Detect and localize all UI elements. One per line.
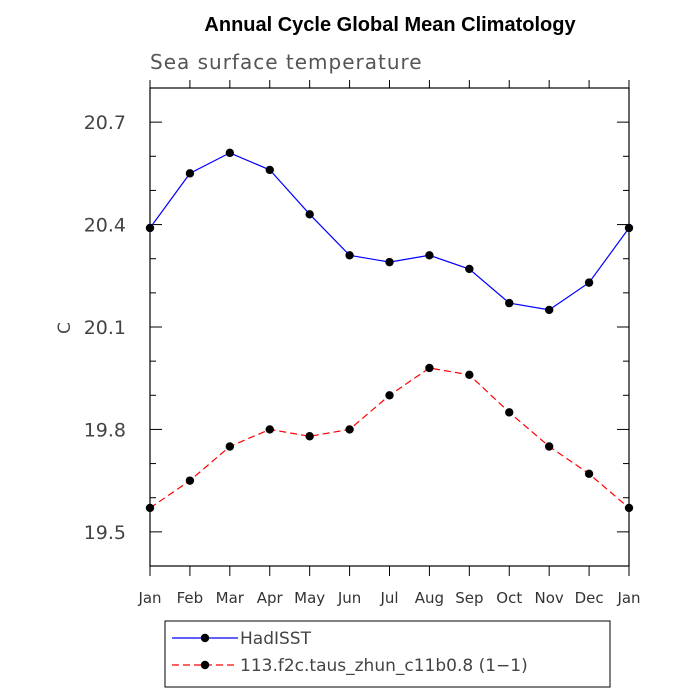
series-1-point	[225, 442, 235, 451]
y-tick-label: 19.5	[84, 522, 126, 544]
series-0-point	[544, 305, 554, 315]
y-tick-label: 19.8	[84, 419, 126, 441]
series-1-point	[505, 408, 514, 417]
series-0-point	[225, 148, 235, 158]
x-tick-label: Feb	[177, 589, 204, 607]
chart-title: Annual Cycle Global Mean Climatology	[204, 14, 576, 36]
y-axis-label: C	[55, 322, 75, 334]
series-line-0	[149, 152, 630, 311]
series-0-point	[385, 257, 394, 267]
x-tick-label: Jul	[379, 589, 398, 607]
series-0-point	[624, 223, 634, 233]
series-1-point	[145, 503, 155, 513]
series-line-1	[149, 367, 630, 509]
series-0-point	[145, 223, 155, 233]
series-0-point	[265, 165, 274, 175]
series-1-point	[584, 469, 594, 479]
x-tick-label: Jan	[616, 589, 640, 607]
series-1-point	[305, 432, 314, 441]
series-0-point	[465, 264, 474, 274]
series-0-point	[505, 298, 514, 308]
legend-box	[164, 620, 611, 688]
legend: HadISST 113.f2c.taus_zhun_c11b0.8 (1−1)	[164, 620, 611, 688]
legend-marker-0	[200, 633, 210, 643]
series-0-point	[584, 278, 594, 287]
series-1-point	[265, 425, 274, 434]
axis-ticks	[149, 80, 630, 576]
series-0-point	[305, 210, 314, 219]
y-tick-label: 20.4	[84, 215, 126, 237]
series-0-point	[345, 251, 354, 260]
x-tick-label: Aug	[415, 589, 444, 607]
series-1-point	[624, 503, 634, 513]
y-tick-label: 20.7	[84, 112, 126, 134]
chart-subtitle: Sea surface temperature	[150, 50, 423, 74]
x-tick-label: Apr	[257, 589, 284, 607]
x-tick-label: May	[294, 589, 325, 607]
series-layer	[145, 148, 634, 513]
series-1-point	[465, 370, 474, 379]
series-0-point	[425, 251, 434, 260]
legend-label-1: 113.f2c.taus_zhun_c11b0.8 (1−1)	[240, 656, 528, 676]
x-tick-label: Dec	[575, 589, 604, 607]
series-1-point	[425, 363, 434, 373]
series-1-point	[385, 391, 394, 400]
legend-marker-1	[200, 660, 210, 670]
plot-frame	[149, 87, 630, 567]
x-tick-labels: Jan Feb Mar Apr May Jun Jul Aug Sep Oct Nov Dec Jan	[137, 589, 640, 607]
x-tick-label: Nov	[535, 589, 564, 607]
legend-label-0: HadISST	[240, 629, 312, 649]
series-0-point	[185, 169, 195, 178]
series-1-point	[544, 442, 554, 451]
x-tick-label: Jan	[137, 589, 161, 607]
x-tick-label: Jun	[337, 589, 361, 607]
x-tick-label: Mar	[216, 589, 245, 607]
series-1-point	[345, 425, 354, 434]
series-1-point	[185, 476, 195, 485]
y-tick-label: 20.1	[84, 317, 126, 339]
x-tick-label: Sep	[455, 589, 483, 607]
y-tick-labels: 19.5 19.8 20.1 20.4 20.7	[84, 112, 126, 544]
x-tick-label: Oct	[496, 589, 522, 607]
